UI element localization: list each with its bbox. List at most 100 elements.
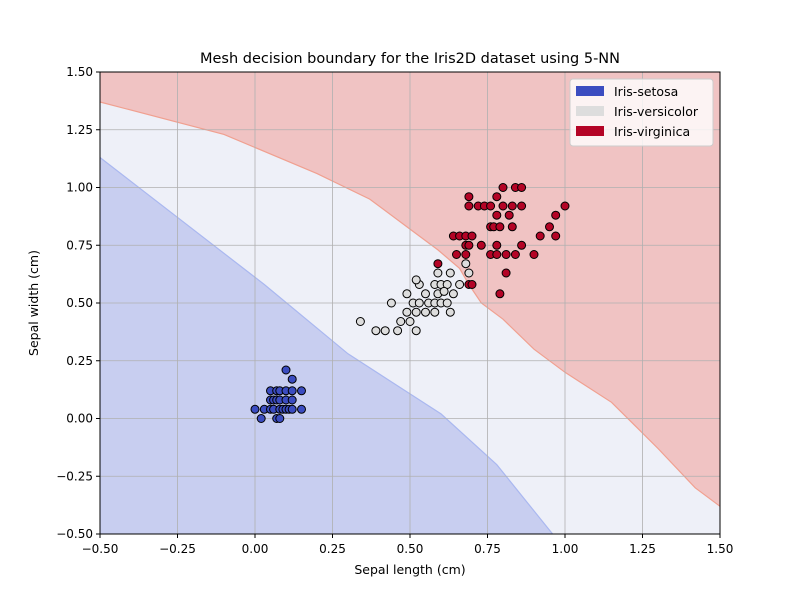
legend-label-setosa: Iris-setosa <box>614 84 678 99</box>
point-iris-setosa <box>275 414 285 423</box>
point-iris-virginica <box>501 268 511 278</box>
x-tick-label: −0.50 <box>82 542 119 556</box>
point-iris-versicolor <box>439 286 449 296</box>
point-iris-virginica <box>492 250 502 259</box>
point-iris-virginica <box>433 259 443 269</box>
legend-swatch-virginica <box>576 126 604 136</box>
y-tick-label: −0.50 <box>56 527 93 541</box>
legend-swatch-setosa <box>576 86 604 96</box>
point-iris-virginica <box>492 192 502 202</box>
point-iris-versicolor <box>445 307 455 317</box>
point-iris-versicolor <box>414 298 424 308</box>
point-iris-virginica <box>529 250 539 259</box>
point-iris-versicolor <box>421 289 430 299</box>
point-iris-versicolor <box>421 307 430 317</box>
point-iris-setosa <box>287 395 297 405</box>
point-iris-versicolor <box>371 326 381 336</box>
y-tick-label: 0.25 <box>66 354 93 368</box>
point-iris-virginica <box>498 183 508 192</box>
y-tick-label: 0.00 <box>66 412 93 426</box>
plot-area <box>99 71 721 535</box>
point-iris-setosa <box>287 386 297 396</box>
point-iris-virginica <box>535 231 545 241</box>
y-tick-label: 1.25 <box>66 123 93 137</box>
point-iris-virginica <box>507 222 517 232</box>
point-iris-virginica <box>464 240 474 250</box>
point-iris-setosa <box>287 374 297 384</box>
x-axis-ticks: −0.50 −0.25 0.00 0.25 0.50 0.75 1.00 1.25 1.50 <box>82 534 734 556</box>
point-iris-virginica <box>467 231 477 241</box>
point-iris-versicolor <box>402 289 412 299</box>
point-iris-virginica <box>492 210 502 220</box>
x-tick-label: 1.25 <box>629 542 656 556</box>
point-iris-versicolor <box>461 259 471 269</box>
y-tick-label: 1.00 <box>66 181 93 195</box>
point-iris-virginica <box>551 210 561 220</box>
point-iris-virginica <box>486 201 496 211</box>
point-iris-virginica <box>501 250 511 259</box>
y-tick-label: 0.75 <box>66 238 93 252</box>
point-iris-versicolor <box>445 268 455 278</box>
point-iris-versicolor <box>433 268 443 278</box>
point-iris-setosa <box>297 386 306 396</box>
point-iris-virginica <box>495 222 505 232</box>
x-tick-label: 0.50 <box>397 542 424 556</box>
y-axis-label: Sepal width (cm) <box>26 250 41 356</box>
point-iris-virginica <box>495 289 505 299</box>
x-tick-label: −0.25 <box>159 542 196 556</box>
point-iris-versicolor <box>405 317 415 326</box>
x-tick-label: 0.00 <box>242 542 269 556</box>
point-iris-virginica <box>517 183 527 192</box>
region-iris-setosa <box>100 157 553 534</box>
boundary-iris-virginica <box>99 101 721 507</box>
point-iris-virginica <box>507 201 517 211</box>
point-iris-versicolor <box>430 307 440 317</box>
chart-title: Mesh decision boundary for the Iris2D da… <box>200 51 620 67</box>
point-iris-virginica <box>461 250 471 259</box>
legend-label-versicolor: Iris-versicolor <box>614 104 699 119</box>
point-iris-virginica <box>504 210 514 220</box>
point-iris-virginica <box>464 201 474 211</box>
point-iris-virginica <box>517 201 527 211</box>
point-iris-versicolor <box>411 275 421 285</box>
point-iris-virginica <box>476 240 486 250</box>
point-iris-setosa <box>250 404 260 414</box>
y-tick-label: 1.50 <box>66 65 93 79</box>
point-iris-virginica <box>551 231 561 241</box>
x-tick-label: 1.50 <box>707 542 734 556</box>
data-points <box>250 183 570 423</box>
point-iris-virginica <box>464 192 474 202</box>
point-iris-setosa <box>256 414 266 423</box>
point-iris-versicolor <box>355 317 365 326</box>
y-tick-label: −0.25 <box>56 469 93 483</box>
point-iris-virginica <box>498 201 508 211</box>
point-iris-virginica <box>517 240 527 250</box>
x-tick-label: 1.00 <box>552 542 579 556</box>
point-iris-versicolor <box>455 280 465 289</box>
point-iris-versicolor <box>393 326 403 336</box>
point-iris-versicolor <box>448 289 458 299</box>
x-tick-label: 0.25 <box>319 542 346 556</box>
point-iris-versicolor <box>464 268 474 278</box>
point-iris-versicolor <box>402 307 412 317</box>
y-axis-ticks: −0.50 −0.25 0.00 0.25 0.50 0.75 1.00 1.25 1.50 <box>56 65 100 541</box>
point-iris-virginica <box>510 250 520 259</box>
legend: Iris-setosa Iris-versicolor Iris-virgini… <box>569 78 714 147</box>
point-iris-versicolor <box>411 307 421 317</box>
x-tick-label: 0.75 <box>474 542 501 556</box>
legend-swatch-versicolor <box>576 106 604 116</box>
point-iris-setosa <box>281 365 291 375</box>
x-axis-label: Sepal length (cm) <box>354 562 465 577</box>
point-iris-virginica <box>560 201 570 211</box>
point-iris-setosa <box>297 404 306 414</box>
point-iris-virginica <box>467 280 477 289</box>
legend-label-virginica: Iris-virginica <box>614 124 690 139</box>
point-iris-setosa <box>287 404 297 414</box>
point-iris-virginica <box>545 222 554 232</box>
legend-box <box>569 78 714 147</box>
point-iris-virginica <box>492 240 502 250</box>
point-iris-virginica <box>452 250 461 259</box>
point-iris-versicolor <box>411 326 421 336</box>
point-iris-versicolor <box>442 298 452 308</box>
